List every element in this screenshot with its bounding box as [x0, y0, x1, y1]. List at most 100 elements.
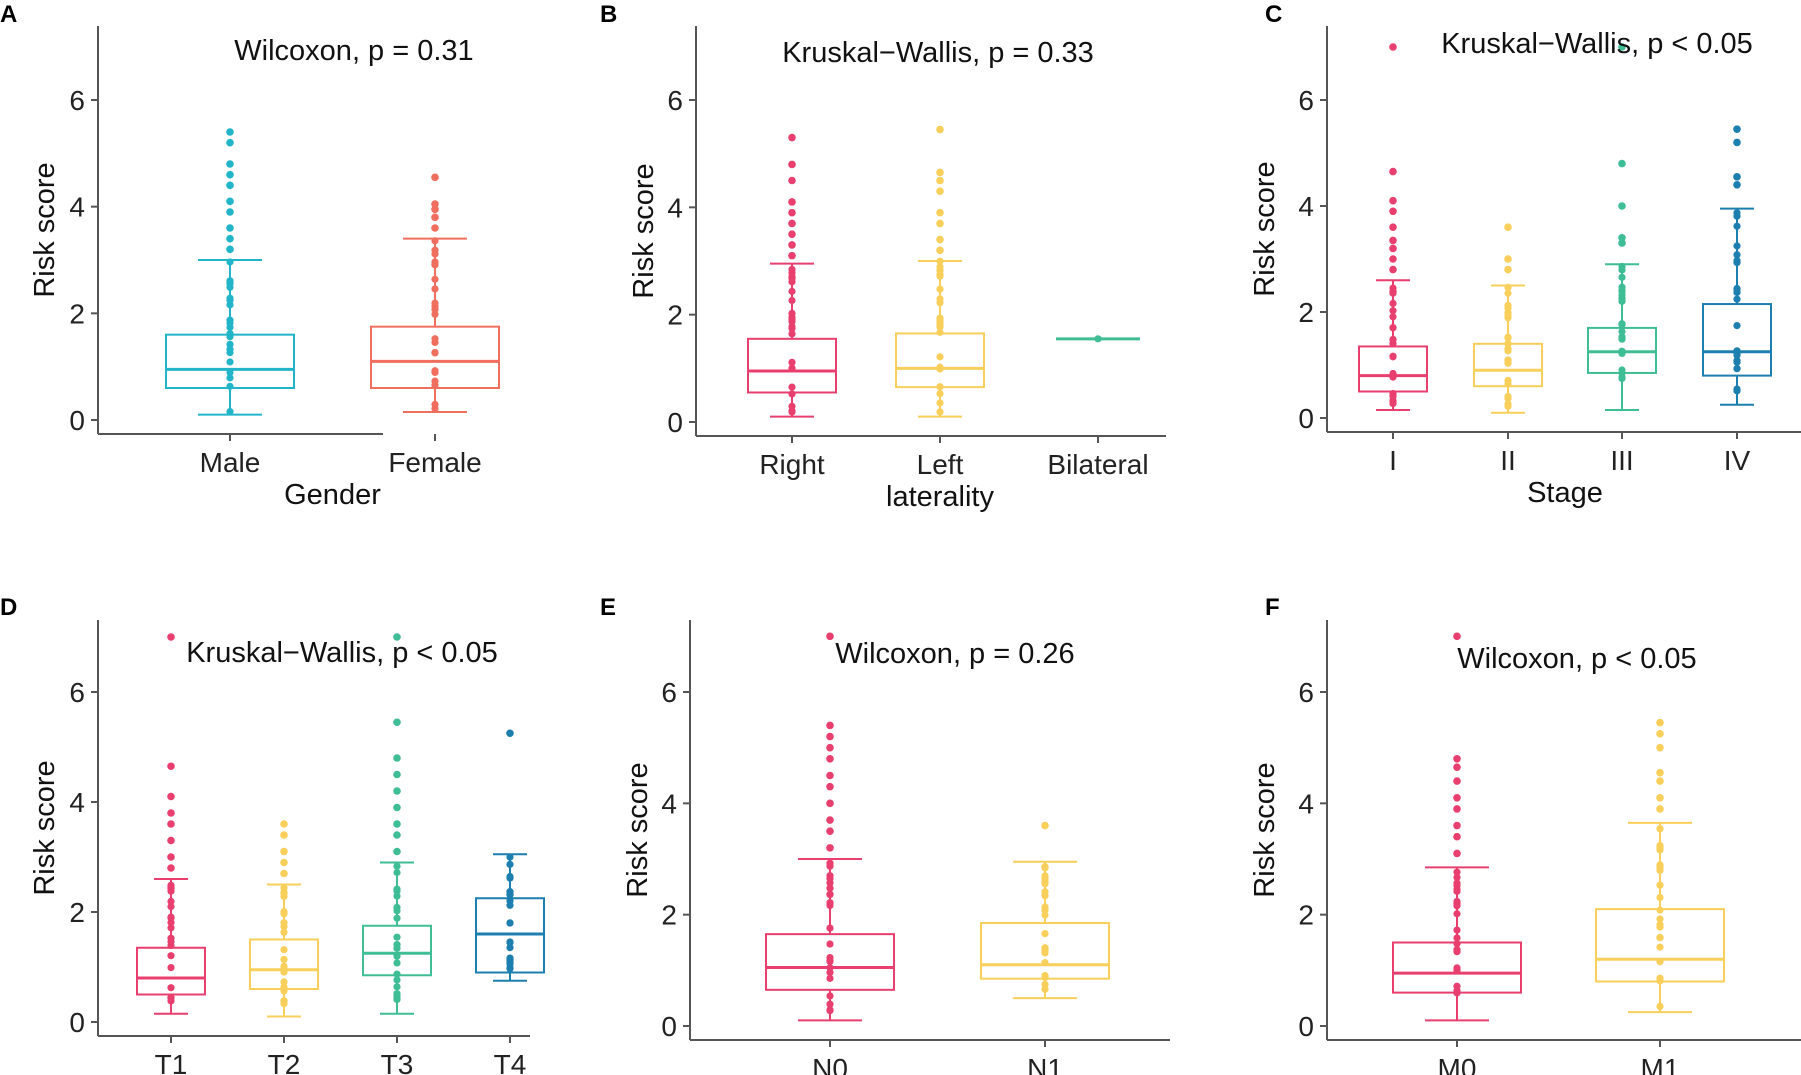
data-point: [1504, 283, 1512, 291]
y-tick-label: 0: [69, 405, 85, 436]
y-tick-label: 0: [661, 1011, 677, 1042]
outlier-point: [167, 853, 175, 861]
data-point: [393, 914, 401, 922]
data-point: [226, 258, 234, 266]
data-point: [1733, 321, 1741, 330]
data-point: [1618, 266, 1626, 274]
outlier-point: [1656, 805, 1664, 813]
data-point: [506, 938, 514, 947]
outlier-point: [226, 160, 234, 168]
data-point: [226, 340, 234, 348]
outlier-point: [1656, 777, 1664, 785]
panel-d: D 0 2 4 6 Risk score T1 T2 T3 T4 Kruskal−Wallis, p…: [0, 594, 545, 1075]
outlier-point: [1618, 234, 1626, 242]
data-point: [167, 902, 175, 911]
data-point: [280, 978, 288, 986]
outlier-point: [1656, 768, 1664, 777]
outlier-point: [826, 632, 834, 641]
data-point: [431, 310, 439, 318]
y-tick-label: 4: [667, 192, 683, 223]
panel-a: A 0 2 4 6 Risk score Male Female Wilcoxon, p = 0…: [0, 1, 500, 511]
data-point: [431, 260, 439, 268]
data-point: [1389, 299, 1397, 307]
data-point: [393, 990, 401, 998]
data-point: [788, 364, 796, 372]
data-point: [788, 287, 796, 295]
data-point: [936, 399, 944, 407]
outlier-point: [226, 128, 234, 136]
outlier-point: [1453, 763, 1461, 771]
data-point: [1733, 209, 1741, 217]
y-axis-title: Risk score: [29, 162, 61, 297]
data-point: [1504, 347, 1512, 355]
outlier-point: [393, 633, 401, 641]
data-point: [1389, 392, 1397, 400]
data-point: [1733, 357, 1741, 365]
outlier-point: [788, 219, 796, 228]
data-point: [393, 959, 401, 967]
data-point: [167, 952, 175, 960]
data-point: [393, 885, 401, 893]
outlier-point: [1453, 793, 1461, 802]
data-point: [280, 884, 288, 892]
data-point: [826, 924, 834, 932]
y-tick-label: 4: [1298, 788, 1314, 819]
data-point: [826, 1006, 834, 1014]
outlier-point: [936, 208, 944, 217]
data-point: [788, 265, 796, 274]
outlier-point: [1733, 173, 1741, 181]
data-point: [167, 883, 175, 891]
data-point: [1041, 930, 1049, 938]
outlier-point: [226, 181, 234, 190]
box-n1: [980, 821, 1110, 1000]
outlier-point: [936, 168, 944, 177]
outlier-point: [431, 200, 439, 208]
data-point: [936, 353, 944, 361]
box-left: [895, 125, 985, 418]
data-point: [226, 382, 234, 390]
outlier-point: [280, 869, 288, 878]
data-point: [1504, 289, 1512, 297]
data-point: [936, 320, 944, 329]
data-point: [1504, 333, 1512, 341]
panel-letter-b: B: [600, 1, 617, 28]
data-point: [788, 274, 796, 283]
box-bilateral: [1056, 335, 1140, 343]
data-point: [1618, 347, 1626, 355]
data-point: [1618, 321, 1626, 329]
data-point: [826, 899, 834, 907]
panel-letter-a: A: [0, 1, 17, 28]
outlier-point: [826, 721, 834, 730]
outlier-point: [788, 241, 796, 249]
outlier-point: [1733, 125, 1741, 133]
data-point: [431, 368, 439, 377]
data-point: [1453, 868, 1461, 876]
stat-test-label: Wilcoxon, p < 0.05: [1457, 643, 1696, 675]
outlier-point: [393, 770, 401, 779]
data-point: [167, 897, 175, 905]
outlier-point: [1453, 755, 1461, 763]
outlier-point: [1453, 849, 1461, 858]
y-tick-label: 6: [69, 85, 85, 116]
outlier-point: [226, 170, 234, 179]
outlier-point: [826, 743, 834, 752]
data-point: [826, 940, 834, 948]
data-point: [431, 237, 439, 245]
data-point: [280, 962, 288, 970]
y-axis-title: Risk score: [628, 163, 660, 298]
data-point: [1656, 977, 1664, 985]
data-point: [1041, 949, 1049, 957]
data-point: [1389, 335, 1397, 344]
outlier-point: [788, 251, 796, 260]
y-tick-label: 0: [667, 407, 683, 438]
data-point: [506, 901, 514, 909]
outlier-point: [826, 755, 834, 763]
stat-test-label: Wilcoxon, p = 0.26: [835, 638, 1074, 670]
data-point: [1453, 873, 1461, 882]
outlier-point: [167, 809, 175, 817]
y-tick-label: 6: [661, 677, 677, 708]
box-m1: [1595, 718, 1725, 1014]
box-iqr: [765, 933, 895, 991]
stat-test-label: Kruskal−Wallis, p = 0.33: [782, 37, 1094, 69]
